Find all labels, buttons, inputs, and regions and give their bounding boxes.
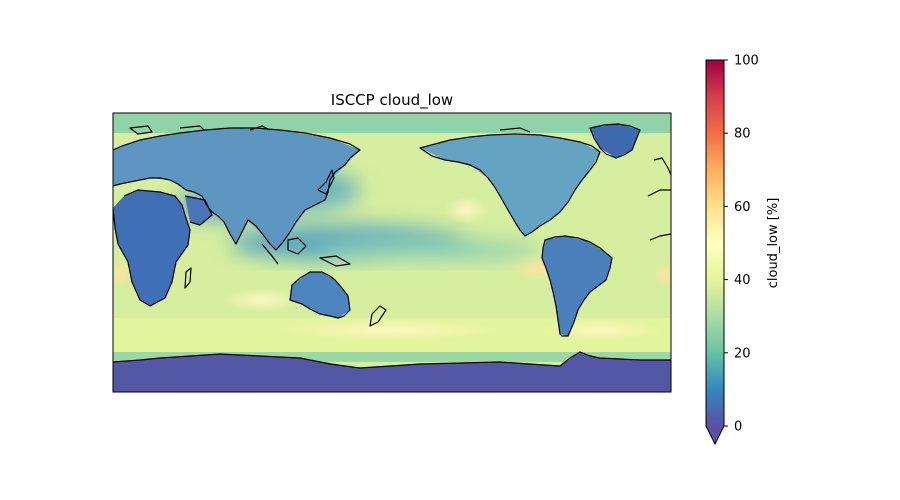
coastline-new-guinea: [319, 255, 351, 267]
colorbar-extend-min: [706, 426, 724, 444]
coastline-sumatra-borneo: [261, 237, 307, 265]
land-australia: [290, 272, 350, 318]
coastline-australia: [289, 271, 351, 319]
colorbar-tick-label: 0: [734, 420, 742, 435]
colorbar-tick-label: 20: [734, 346, 751, 361]
coastline-japan: [317, 169, 335, 195]
map-panel: [113, 113, 671, 392]
coastline-arctic-islands: [129, 125, 531, 135]
map-frame: [112, 112, 672, 393]
coastline-north-america: [419, 133, 601, 237]
colorbar-tick-label: 80: [734, 127, 751, 142]
land-south-america: [542, 236, 612, 336]
colorbar-ticks: 0 20 40 60 80 100: [724, 54, 759, 435]
coastlines: [113, 123, 671, 369]
coastline-new-zealand: [369, 305, 387, 327]
land-antarctica: [113, 352, 671, 392]
colorbar: 0 20 40 60 80 100 cloud_low [%]: [705, 54, 781, 446]
coastline-eurasia: [113, 127, 361, 251]
colorbar-outline: [705, 59, 725, 446]
land-greenland: [590, 124, 640, 158]
field-stratocumulus-high: [113, 196, 671, 340]
colorbar-tick-label: 40: [734, 273, 751, 288]
land-africa: [113, 190, 190, 306]
field-arctic-band: [113, 113, 671, 133]
colorbar-tick-label: 60: [734, 200, 751, 215]
coastline-east-atlantic: [647, 157, 671, 241]
colorbar-body: [706, 60, 724, 426]
coastline-arabia: [184, 195, 213, 226]
coastline-antarctica: [113, 351, 671, 369]
land-north-america: [420, 135, 600, 236]
coastline-africa: [113, 189, 191, 307]
field-antarctic-margin: [113, 352, 671, 362]
coastline-madagascar: [184, 267, 192, 289]
coastline-greenland: [589, 123, 641, 159]
coastline-south-america: [541, 235, 613, 337]
map-title: ISCCP cloud_low: [331, 91, 453, 110]
colorbar-tick-label: 100: [734, 54, 759, 69]
colorbar-label: cloud_low [%]: [766, 198, 781, 289]
